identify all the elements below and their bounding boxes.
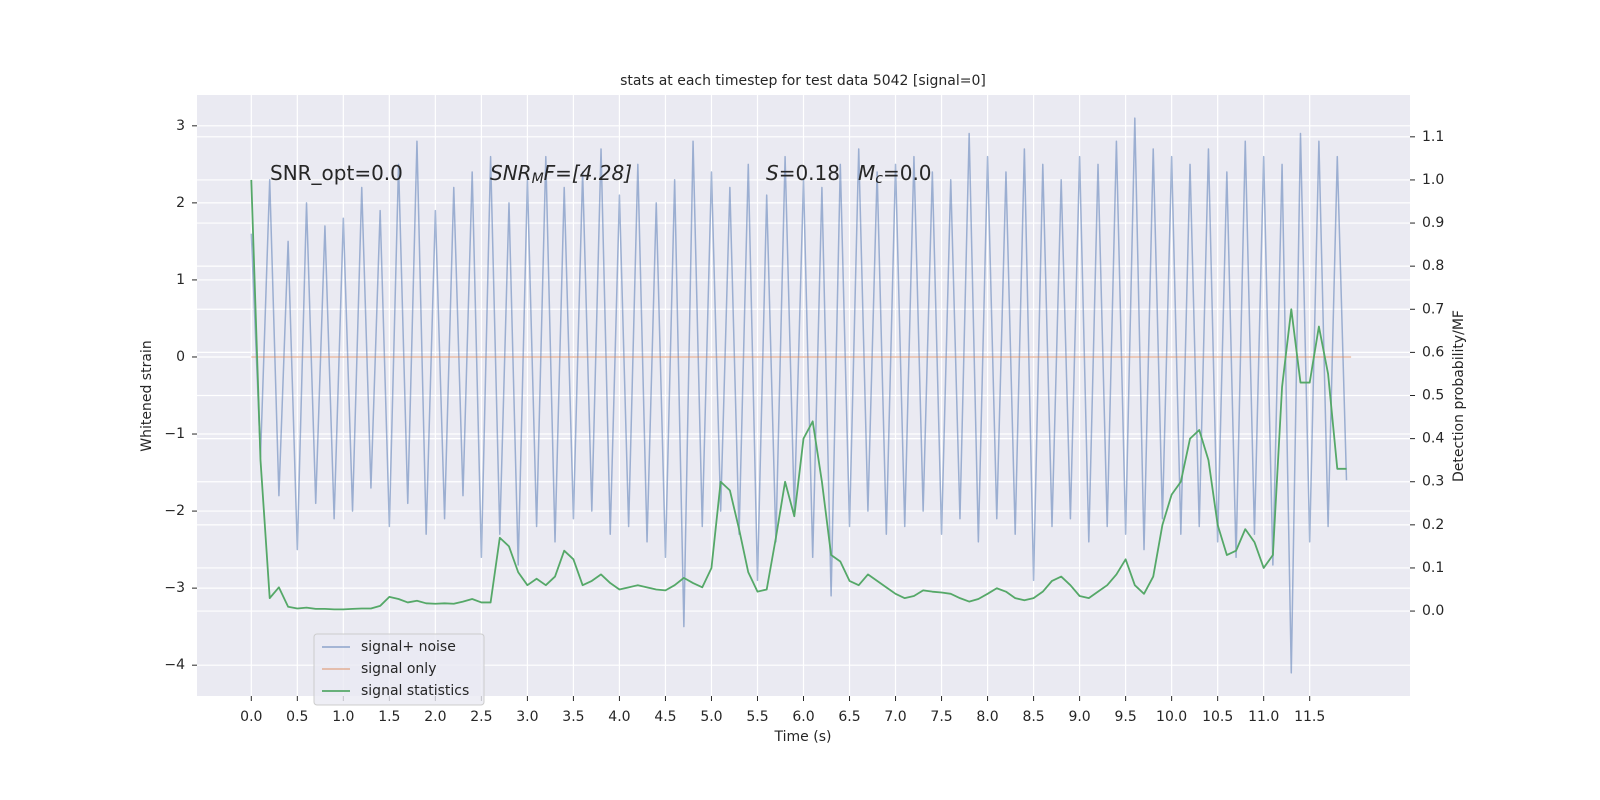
annotation-base: SNR — [490, 161, 532, 185]
y-tick-label: −3 — [164, 580, 185, 596]
annotation-rest: =0.18 — [779, 161, 840, 185]
annotation: SNR_opt=0.0 — [270, 161, 403, 185]
y2-tick-label: 0.2 — [1422, 517, 1444, 533]
x-tick-label: 8.5 — [1022, 709, 1044, 725]
annotation: S=0.18 — [766, 161, 840, 185]
legend-box — [313, 633, 485, 706]
x-tick-label: 10.0 — [1156, 709, 1187, 725]
y2-tick-label: 0.3 — [1422, 474, 1444, 490]
x-tick-label: 3.5 — [562, 709, 584, 725]
x-tick-label: 0.5 — [286, 709, 308, 725]
annotation-rest: F=[4.28] — [544, 161, 632, 185]
x-tick-label: 7.5 — [930, 709, 952, 725]
annotation-base: S — [766, 161, 779, 185]
x-tick-label: 1.0 — [332, 709, 354, 725]
y2-tick-label: 0.1 — [1422, 560, 1444, 576]
y-tick-label: −4 — [164, 657, 185, 673]
y2-tick-label: 0.0 — [1422, 603, 1444, 619]
x-tick-label: 5.0 — [700, 709, 722, 725]
annotation: Mc=0.0 — [858, 161, 932, 188]
x-tick-label: 0.0 — [240, 709, 262, 725]
y2-axis-label: Detection probability/MF — [1451, 310, 1467, 482]
x-tick-label: 9.0 — [1068, 709, 1090, 725]
x-tick-label: 8.0 — [976, 709, 998, 725]
y2-tick-label: 1.0 — [1422, 172, 1444, 188]
legend-label: signal+ noise — [361, 639, 456, 655]
y-tick-label: −1 — [164, 426, 185, 442]
x-tick-label: 6.5 — [838, 709, 860, 725]
chart-title: stats at each timestep for test data 504… — [620, 73, 986, 89]
legend-label: signal only — [361, 661, 436, 677]
x-axis-label: Time (s) — [774, 729, 832, 745]
annotation-rest: =0.0 — [883, 161, 932, 185]
annotation-rest: F=[4.28] — [544, 161, 632, 185]
x-tick-label: 7.0 — [884, 709, 906, 725]
x-tick-label: 10.5 — [1202, 709, 1233, 725]
y2-tick-label: 0.5 — [1422, 388, 1444, 404]
y-tick-label: 2 — [176, 195, 185, 211]
x-tick-label: 1.5 — [378, 709, 400, 725]
y2-tick-label: 0.8 — [1422, 258, 1444, 274]
y-tick-label: −2 — [164, 503, 185, 519]
x-tick-label: 11.5 — [1294, 709, 1325, 725]
x-tick-label: 9.5 — [1114, 709, 1136, 725]
annotation: SNRMF=[4.28] — [490, 161, 632, 188]
y-tick-label: 0 — [176, 349, 185, 365]
x-tick-label: 11.0 — [1248, 709, 1279, 725]
y2-tick-label: 1.1 — [1422, 129, 1444, 145]
series-line — [250, 179, 1347, 611]
y2-tick-label: 0.9 — [1422, 215, 1444, 231]
x-tick-label: 4.0 — [608, 709, 630, 725]
series-line — [250, 117, 1348, 674]
annotation-sub: M — [532, 171, 544, 187]
x-tick-label: 5.5 — [746, 709, 768, 725]
y-tick-label: 3 — [176, 118, 185, 134]
x-tick-label: 3.0 — [516, 709, 538, 725]
x-tick-label: 2.0 — [424, 709, 446, 725]
annotation-sub: c — [875, 171, 883, 187]
y2-tick-label: 0.4 — [1422, 431, 1444, 447]
y2-tick-label: 0.6 — [1422, 344, 1444, 360]
legend-label: signal statistics — [361, 683, 469, 699]
x-tick-label: 4.5 — [654, 709, 676, 725]
x-tick-label: 2.5 — [470, 709, 492, 725]
y-tick-label: 1 — [176, 272, 185, 288]
annotation-base: SNR_opt=0.0 — [270, 161, 403, 185]
y-axis-label: Whitened strain — [139, 340, 155, 451]
y2-tick-label: 0.7 — [1422, 301, 1444, 317]
x-tick-label: 6.0 — [792, 709, 814, 725]
annotation-base: M — [858, 161, 875, 185]
